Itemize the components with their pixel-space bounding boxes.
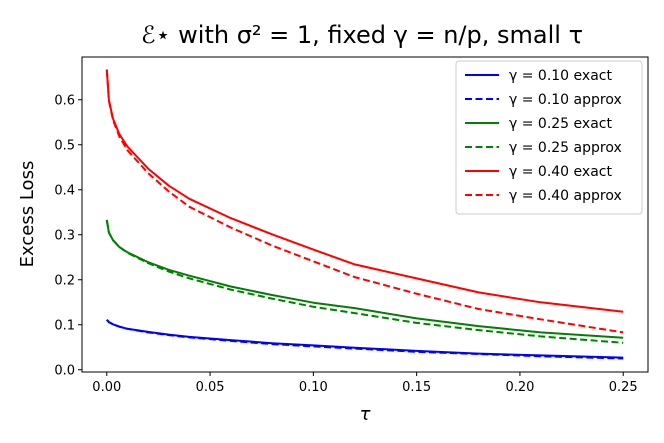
y-axis-label: Excess Loss <box>17 161 38 268</box>
legend-label-4: γ = 0.25 approx <box>509 140 622 156</box>
x-tick-label: 0.05 <box>196 380 225 395</box>
y-tick-label: 0.3 <box>54 228 75 243</box>
x-axis-ticks: 0.00 0.05 0.10 0.15 0.20 0.25 <box>92 372 638 395</box>
y-axis-ticks: 0.0 0.1 0.2 0.3 0.4 0.5 0.6 <box>54 93 82 378</box>
legend-label-1: γ = 0.10 exact <box>509 68 612 84</box>
legend: γ = 0.10 exact γ = 0.10 approx γ = 0.25 ex… <box>455 60 643 215</box>
legend-label-5: γ = 0.40 exact <box>509 164 612 180</box>
legend-box <box>455 60 643 215</box>
legend-label-6: γ = 0.40 approx <box>509 188 622 204</box>
x-axis-label: τ <box>360 404 371 425</box>
y-tick-label: 0.4 <box>54 183 75 198</box>
y-tick-label: 0.6 <box>54 93 75 108</box>
y-tick-label: 0.0 <box>54 363 75 378</box>
x-tick-label: 0.10 <box>299 380 328 395</box>
x-tick-label: 0.25 <box>609 380 638 395</box>
chart-title: ℰ⋆ with σ² = 1, fixed γ = n/p, small τ <box>141 21 583 49</box>
x-tick-label: 0.00 <box>92 380 121 395</box>
y-tick-label: 0.1 <box>54 318 75 333</box>
y-tick-label: 0.2 <box>54 273 75 288</box>
series-line-6 <box>105 69 624 334</box>
legend-label-2: γ = 0.10 approx <box>509 92 622 108</box>
x-tick-label: 0.20 <box>505 380 534 395</box>
series-line-2 <box>106 319 624 360</box>
series-layer <box>105 69 624 360</box>
axes-frame <box>81 56 649 373</box>
legend-label-3: γ = 0.25 exact <box>509 116 612 132</box>
y-tick-label: 0.5 <box>54 138 75 153</box>
x-tick-label: 0.15 <box>402 380 431 395</box>
series-line-4 <box>105 219 624 344</box>
